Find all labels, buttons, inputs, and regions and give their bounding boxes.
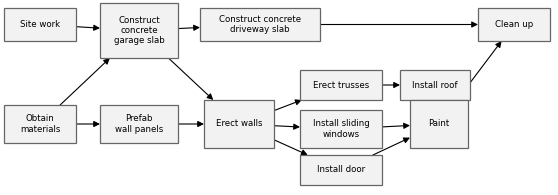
FancyBboxPatch shape: [4, 105, 76, 143]
FancyBboxPatch shape: [200, 8, 320, 41]
FancyBboxPatch shape: [204, 100, 274, 148]
FancyBboxPatch shape: [410, 100, 468, 148]
FancyBboxPatch shape: [100, 3, 178, 58]
Text: Erect trusses: Erect trusses: [313, 81, 369, 90]
Text: Obtain
materials: Obtain materials: [20, 114, 60, 134]
FancyBboxPatch shape: [478, 8, 550, 41]
Text: Construct concrete
driveway slab: Construct concrete driveway slab: [219, 15, 301, 34]
FancyBboxPatch shape: [300, 70, 382, 100]
Text: Site work: Site work: [20, 20, 60, 29]
Text: Install sliding
windows: Install sliding windows: [312, 119, 369, 139]
FancyBboxPatch shape: [400, 70, 470, 100]
Text: Paint: Paint: [429, 120, 450, 129]
Text: Prefab
wall panels: Prefab wall panels: [115, 114, 163, 134]
FancyBboxPatch shape: [100, 105, 178, 143]
Text: Install roof: Install roof: [412, 81, 458, 90]
FancyBboxPatch shape: [300, 155, 382, 185]
Text: Install door: Install door: [317, 166, 365, 175]
FancyBboxPatch shape: [4, 8, 76, 41]
FancyBboxPatch shape: [300, 110, 382, 148]
Text: Construct
concrete
garage slab: Construct concrete garage slab: [114, 16, 165, 45]
Text: Clean up: Clean up: [495, 20, 533, 29]
Text: Erect walls: Erect walls: [216, 120, 262, 129]
